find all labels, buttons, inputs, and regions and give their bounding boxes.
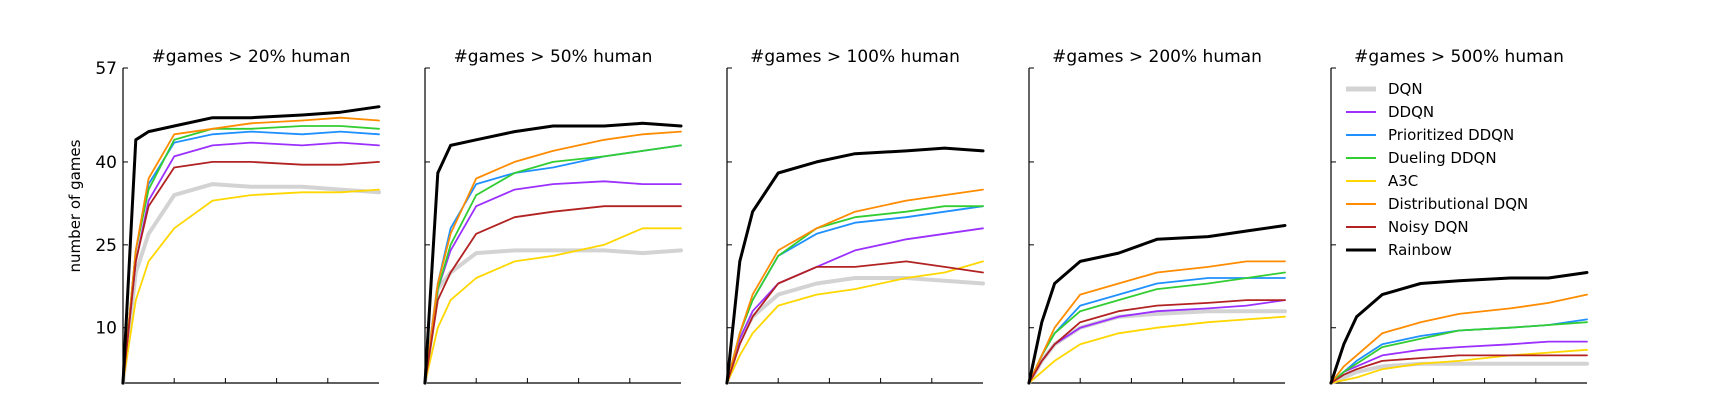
series-line-dqn	[121, 182, 381, 385]
series-line-a3c	[122, 188, 380, 384]
series-line-a3c	[726, 260, 984, 384]
legend-entry: A3C	[1388, 172, 1418, 190]
legend-entry: DQN	[1388, 80, 1423, 98]
series-line-dqn	[725, 276, 985, 385]
y-tick-label: 10	[95, 319, 117, 339]
series-line-dueling-ddqn	[726, 205, 984, 384]
series-line-rainbow	[725, 146, 985, 385]
series-line-a3c	[1028, 315, 1286, 384]
legend-entry: Rainbow	[1388, 241, 1452, 259]
legend-entry: Noisy DQN	[1388, 218, 1469, 236]
legend-entry: Dueling DDQN	[1388, 149, 1497, 167]
panel-title: #games > 200% human	[1052, 47, 1262, 67]
series-line-dueling-ddqn	[1330, 321, 1588, 384]
series-line-rainbow	[1027, 224, 1287, 385]
series-line-distributional-dqn	[1028, 260, 1286, 384]
series-line-distributional-dqn	[122, 116, 380, 384]
y-tick-label: 40	[95, 153, 117, 173]
series-line-dueling-ddqn	[424, 144, 682, 384]
series-line-prioritized-ddqn	[1028, 277, 1286, 384]
series-line-a3c	[424, 227, 682, 384]
panel-title: #games > 50% human	[454, 47, 653, 67]
panel-title: #games > 500% human	[1354, 47, 1564, 67]
legend-entry: Prioritized DDQN	[1388, 126, 1514, 144]
series-line-rainbow	[121, 105, 381, 385]
series-line-noisy-dqn	[726, 260, 984, 384]
series-line-noisy-dqn	[1028, 299, 1286, 384]
series-line-distributional-dqn	[726, 188, 984, 384]
series-line-rainbow	[1329, 271, 1589, 385]
panel-title: #games > 100% human	[750, 47, 960, 67]
series-line-prioritized-ddqn	[122, 130, 380, 384]
series-line-distributional-dqn	[424, 130, 682, 384]
series-line-noisy-dqn	[424, 205, 682, 384]
panel-title: #games > 20% human	[152, 47, 351, 67]
y-axis-label: number of games	[66, 139, 84, 272]
series-line-dqn	[423, 248, 683, 385]
series-line-distributional-dqn	[1330, 293, 1588, 384]
y-tick-label: 25	[95, 236, 117, 256]
series-line-a3c	[1330, 348, 1588, 384]
y-tick-label: 57	[95, 59, 117, 79]
legend-entry: DDQN	[1388, 103, 1434, 121]
series-line-noisy-dqn	[1330, 354, 1588, 384]
series-line-ddqn	[122, 141, 380, 384]
series-line-noisy-dqn	[122, 160, 380, 384]
series-line-rainbow	[423, 121, 683, 385]
series-line-prioritized-ddqn	[726, 205, 984, 384]
legend-entry: Distributional DQN	[1388, 195, 1528, 213]
